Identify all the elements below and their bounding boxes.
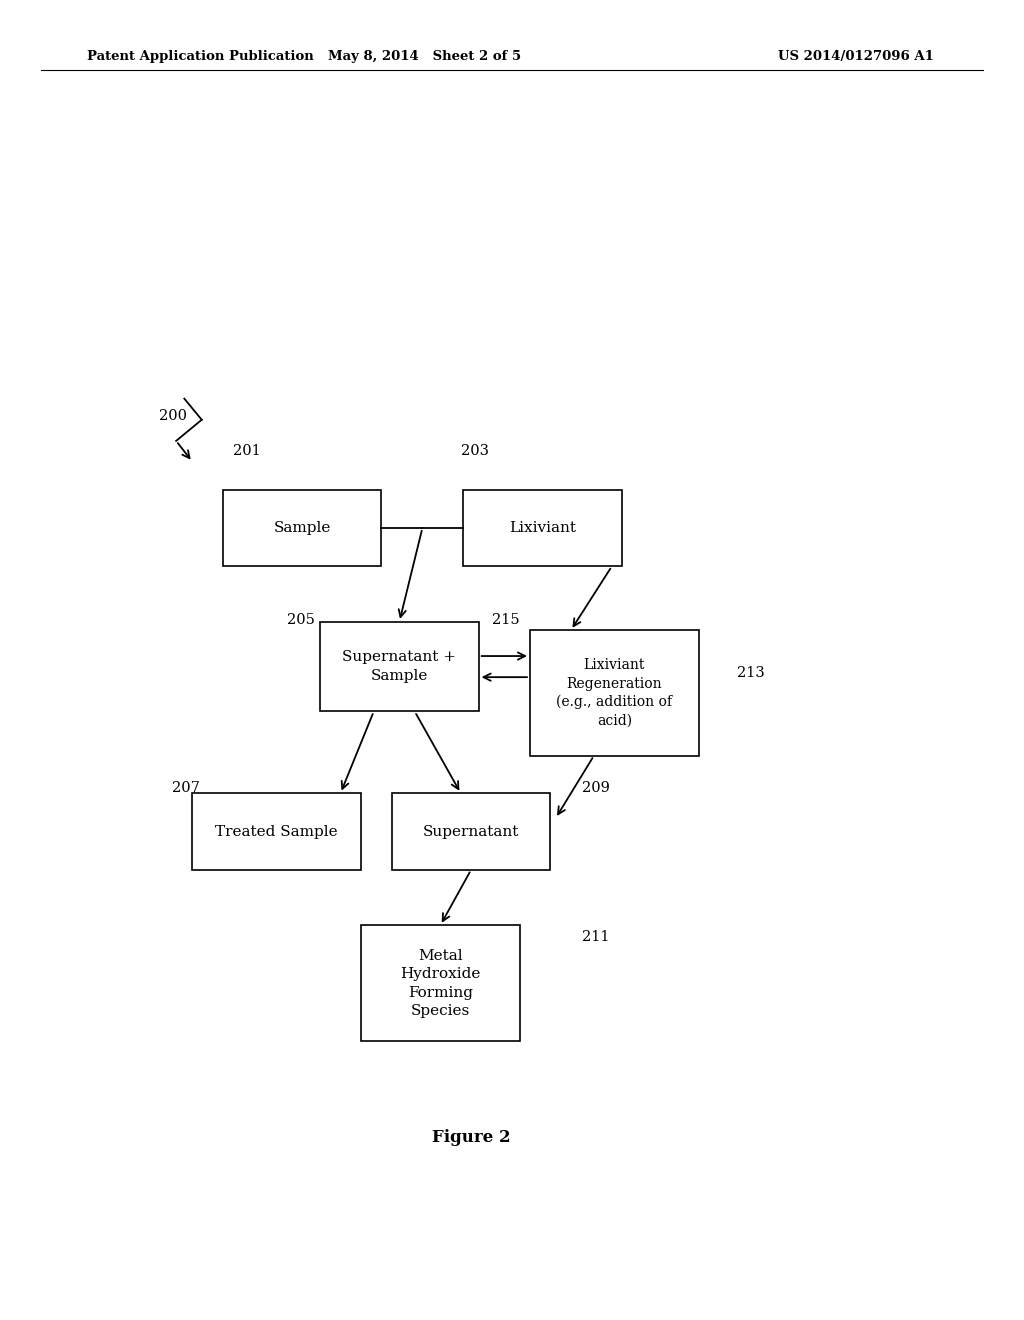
Text: Sample: Sample bbox=[273, 521, 331, 535]
Text: 200: 200 bbox=[159, 409, 186, 422]
Bar bbox=[463, 490, 623, 566]
Text: 207: 207 bbox=[172, 781, 200, 795]
Text: 205: 205 bbox=[287, 614, 314, 627]
Text: May 8, 2014   Sheet 2 of 5: May 8, 2014 Sheet 2 of 5 bbox=[329, 50, 521, 63]
Text: US 2014/0127096 A1: US 2014/0127096 A1 bbox=[778, 50, 934, 63]
Text: 201: 201 bbox=[233, 445, 261, 458]
Bar bbox=[391, 793, 551, 870]
Text: Lixiviant
Regeneration
(e.g., addition of
acid): Lixiviant Regeneration (e.g., addition o… bbox=[556, 659, 673, 727]
Bar bbox=[222, 490, 381, 566]
Text: 211: 211 bbox=[582, 931, 609, 944]
Text: Supernatant: Supernatant bbox=[423, 825, 519, 838]
Text: Supernatant +
Sample: Supernatant + Sample bbox=[342, 651, 457, 682]
Text: 203: 203 bbox=[461, 445, 488, 458]
Text: Figure 2: Figure 2 bbox=[432, 1130, 510, 1146]
Text: 209: 209 bbox=[582, 781, 609, 795]
Text: Patent Application Publication: Patent Application Publication bbox=[87, 50, 313, 63]
Text: 213: 213 bbox=[737, 667, 765, 680]
Text: 215: 215 bbox=[492, 614, 519, 627]
Text: Lixiviant: Lixiviant bbox=[509, 521, 577, 535]
Bar bbox=[530, 631, 698, 755]
Text: Treated Sample: Treated Sample bbox=[215, 825, 338, 838]
Text: Metal
Hydroxide
Forming
Species: Metal Hydroxide Forming Species bbox=[400, 949, 480, 1018]
Bar bbox=[319, 622, 479, 711]
Bar bbox=[360, 925, 519, 1041]
Bar bbox=[193, 793, 361, 870]
